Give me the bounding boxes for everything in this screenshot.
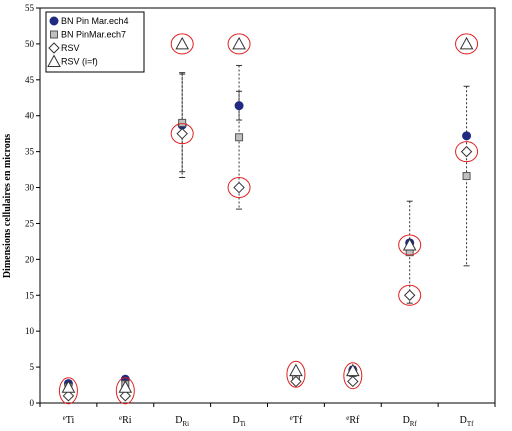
point-triangle [232, 36, 246, 50]
legend-label: RSV [61, 43, 80, 53]
x-tick-label-main: D [175, 415, 182, 426]
x-tick-label: eTi [63, 414, 75, 426]
legend-label: RSV (i=f) [61, 57, 98, 67]
legend-marker-triangle [47, 54, 61, 67]
x-tick-label-sub: Ti [66, 415, 75, 426]
highlight-circle [398, 284, 422, 306]
point-diamond [176, 127, 188, 140]
x-tick-label-main: D [460, 415, 467, 426]
legend-marker-circle [49, 16, 59, 26]
highlight-circle [170, 123, 194, 145]
x-tick-label-main: e [290, 414, 293, 422]
x-tick-label-sub: Ti [240, 420, 246, 428]
point-triangle [289, 363, 303, 377]
point-circle [462, 131, 472, 141]
point-diamond [290, 375, 302, 388]
legend: BN Pin Mar.ech4 BN PinMar.ech7 RSV RSV (i=f… [45, 11, 145, 73]
y-tick-label: 55 [25, 3, 35, 13]
point-square [462, 172, 471, 181]
point-diamond [62, 390, 75, 402]
y-tick-label: 20 [25, 254, 35, 264]
y-tick-label: 30 [25, 183, 35, 193]
y-axis-label: Dimensions cellulaires en microns [2, 134, 13, 278]
x-tick-label: eRi [119, 414, 132, 426]
x-tick-label-sub: Ri [122, 415, 132, 426]
point-circle [234, 101, 244, 111]
x-tick-label: DTi [232, 415, 245, 428]
x-tick-label-sub: Rf [349, 415, 360, 426]
x-tick-label-sub: Tf [467, 420, 474, 428]
x-tick-label-sub: Ri [182, 420, 189, 428]
highlight-circle [227, 33, 251, 55]
point-diamond [233, 181, 245, 194]
x-tick-label: DRf [403, 415, 418, 428]
y-tick-label: 35 [25, 147, 35, 157]
x-tick-label-main: D [232, 415, 239, 426]
y-tick-label: 5 [30, 362, 35, 372]
point-diamond [119, 390, 132, 402]
point-triangle [61, 380, 76, 393]
point-triangle [118, 380, 133, 393]
highlight-circle [115, 377, 135, 405]
x-tick-label: eTf [290, 414, 303, 426]
point-diamond [460, 145, 473, 158]
highlight-circle [170, 33, 194, 55]
x-tick-label: DTf [460, 415, 475, 428]
point-triangle [459, 36, 474, 50]
legend-box [45, 11, 145, 73]
point-square [178, 118, 187, 127]
legend-marker-diamond [48, 42, 60, 54]
x-tick-label-main: e [346, 414, 349, 422]
point-triangle [345, 363, 360, 377]
highlight-circle [455, 33, 479, 55]
point-triangle [402, 237, 417, 251]
y-tick-label: 40 [25, 111, 35, 121]
x-tick-label-main: D [403, 415, 410, 426]
x-tick-label: eRf [346, 414, 360, 426]
point-diamond [347, 375, 359, 388]
data-points [61, 36, 474, 402]
highlight-circle [398, 234, 422, 256]
x-tick-label-main: e [119, 414, 122, 422]
y-tick-label: 50 [25, 39, 35, 49]
y-tick-label: 0 [30, 398, 35, 408]
highlight-circle [343, 362, 363, 390]
y-tick-label: 25 [25, 218, 35, 228]
error-bars [65, 64, 470, 390]
point-triangle [175, 36, 190, 50]
legend-marker-square [50, 30, 58, 39]
point-diamond [403, 289, 416, 301]
x-tick-label-main: e [63, 414, 66, 422]
highlight-circle [227, 177, 251, 199]
legend-label: BN PinMar.ech7 [61, 30, 126, 40]
highlight-circle [455, 141, 479, 163]
y-tick-label: 45 [25, 75, 35, 85]
y-tick-label: 10 [25, 326, 35, 336]
point-square [235, 133, 244, 142]
highlight-circles [58, 33, 479, 405]
x-tick-label-sub: Rf [410, 420, 418, 428]
highlight-circle [286, 360, 306, 388]
y-tick-label: 15 [25, 290, 35, 300]
legend-label: BN Pin Mar.ech4 [61, 16, 129, 26]
x-tick-label: DRi [175, 415, 189, 428]
x-tick-label-sub: Tf [293, 415, 303, 426]
highlight-circle [58, 377, 78, 405]
